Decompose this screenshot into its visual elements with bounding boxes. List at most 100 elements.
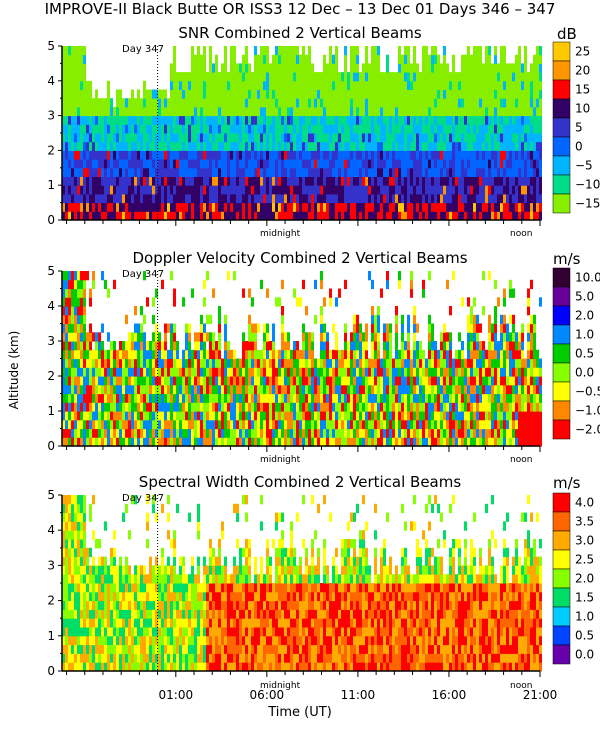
heatmap-cell [86, 419, 89, 430]
heatmap-cell [281, 54, 284, 64]
heatmap-cell [473, 133, 476, 143]
heatmap-cell [248, 176, 251, 186]
heatmap-cell [467, 437, 470, 447]
heatmap-cell [98, 349, 101, 360]
heatmap-cell [245, 202, 248, 212]
heatmap-cell [179, 419, 182, 430]
heatmap-cell [500, 437, 503, 447]
heatmap-cell [182, 124, 185, 134]
heatmap-cell [299, 63, 302, 73]
heatmap-cell [341, 72, 344, 82]
heatmap-cell [191, 159, 194, 169]
heatmap-cell [173, 98, 176, 108]
heatmap-cell [446, 124, 449, 134]
heatmap-cell [149, 133, 152, 143]
heatmap-cell [539, 176, 542, 186]
heatmap-cell [515, 167, 518, 177]
heatmap-cell [98, 124, 101, 134]
heatmap-cell [407, 150, 410, 160]
heatmap-cell [410, 72, 413, 82]
heatmap-cell [161, 141, 164, 151]
heatmap-cell [530, 115, 533, 125]
heatmap-cell [182, 185, 185, 195]
heatmap-cell [491, 349, 494, 360]
heatmap-cell [524, 159, 527, 169]
heatmap-cell [467, 106, 470, 117]
heatmap-cell [512, 98, 515, 108]
heatmap-cell [143, 159, 146, 169]
heatmap-cell [494, 141, 497, 151]
heatmap-cell [152, 150, 155, 160]
heatmap-cell [470, 358, 473, 368]
heatmap-cell [458, 98, 461, 108]
heatmap-cell [107, 133, 110, 143]
heatmap-cell [62, 437, 65, 447]
heatmap-cell [497, 63, 500, 73]
heatmap-cell [482, 63, 485, 73]
heatmap-cell [362, 185, 365, 195]
heatmap-cell [404, 159, 407, 169]
heatmap-cell [173, 63, 176, 73]
heatmap-cell [89, 185, 92, 195]
heatmap-cell [401, 376, 404, 386]
heatmap-cell [335, 176, 338, 186]
heatmap-cell [350, 124, 353, 134]
heatmap-cell [422, 185, 425, 195]
heatmap-cell [281, 306, 284, 316]
heatmap-cell [281, 376, 284, 386]
heatmap-cell [380, 193, 383, 204]
heatmap-cell [464, 167, 467, 177]
heatmap-cell [242, 419, 245, 430]
heatmap-cell [407, 341, 410, 351]
heatmap-cell [347, 367, 350, 377]
heatmap-cell [479, 323, 482, 333]
heatmap-cell [437, 176, 440, 186]
heatmap-cell [422, 419, 425, 430]
heatmap-cell [497, 202, 500, 212]
heatmap-cell [191, 358, 194, 368]
heatmap-cell [62, 376, 65, 386]
heatmap-cell [356, 106, 359, 117]
heatmap-cell [266, 115, 269, 125]
heatmap-cell [491, 411, 494, 421]
heatmap-cell [434, 141, 437, 151]
heatmap-cell [365, 46, 368, 56]
heatmap-cell [449, 159, 452, 169]
heatmap-cell [320, 349, 323, 360]
heatmap-cell [530, 193, 533, 204]
heatmap-cell [497, 402, 500, 412]
heatmap-cell [71, 63, 74, 73]
heatmap-cell [293, 193, 296, 204]
heatmap-cell [134, 349, 137, 360]
heatmap-cell [296, 358, 299, 368]
heatmap-cell [302, 428, 305, 438]
heatmap-cell [404, 384, 407, 395]
heatmap-cell [80, 46, 83, 56]
heatmap-cell [203, 89, 206, 99]
heatmap-cell [218, 419, 221, 430]
heatmap-cell [275, 384, 278, 395]
heatmap-cell [245, 367, 248, 377]
heatmap-cell [245, 402, 248, 412]
heatmap-cell [83, 341, 86, 351]
heatmap-cell [338, 98, 341, 108]
heatmap-cell [242, 176, 245, 186]
heatmap-cell [461, 150, 464, 160]
heatmap-cell [362, 428, 365, 438]
heatmap-cell [461, 133, 464, 143]
heatmap-cell [104, 376, 107, 386]
heatmap-cell [260, 349, 263, 360]
heatmap-cell [293, 115, 296, 125]
heatmap-cell [185, 176, 188, 186]
heatmap-cell [395, 306, 398, 316]
heatmap-cell [188, 323, 191, 333]
heatmap-cell [500, 46, 503, 56]
heatmap-cell [68, 176, 71, 186]
heatmap-cell [89, 437, 92, 447]
heatmap-cell [239, 376, 242, 386]
heatmap-cell [86, 428, 89, 438]
heatmap-cell [293, 349, 296, 360]
heatmap-cell [119, 193, 122, 204]
heatmap-cell [140, 193, 143, 204]
heatmap-cell [443, 393, 446, 403]
